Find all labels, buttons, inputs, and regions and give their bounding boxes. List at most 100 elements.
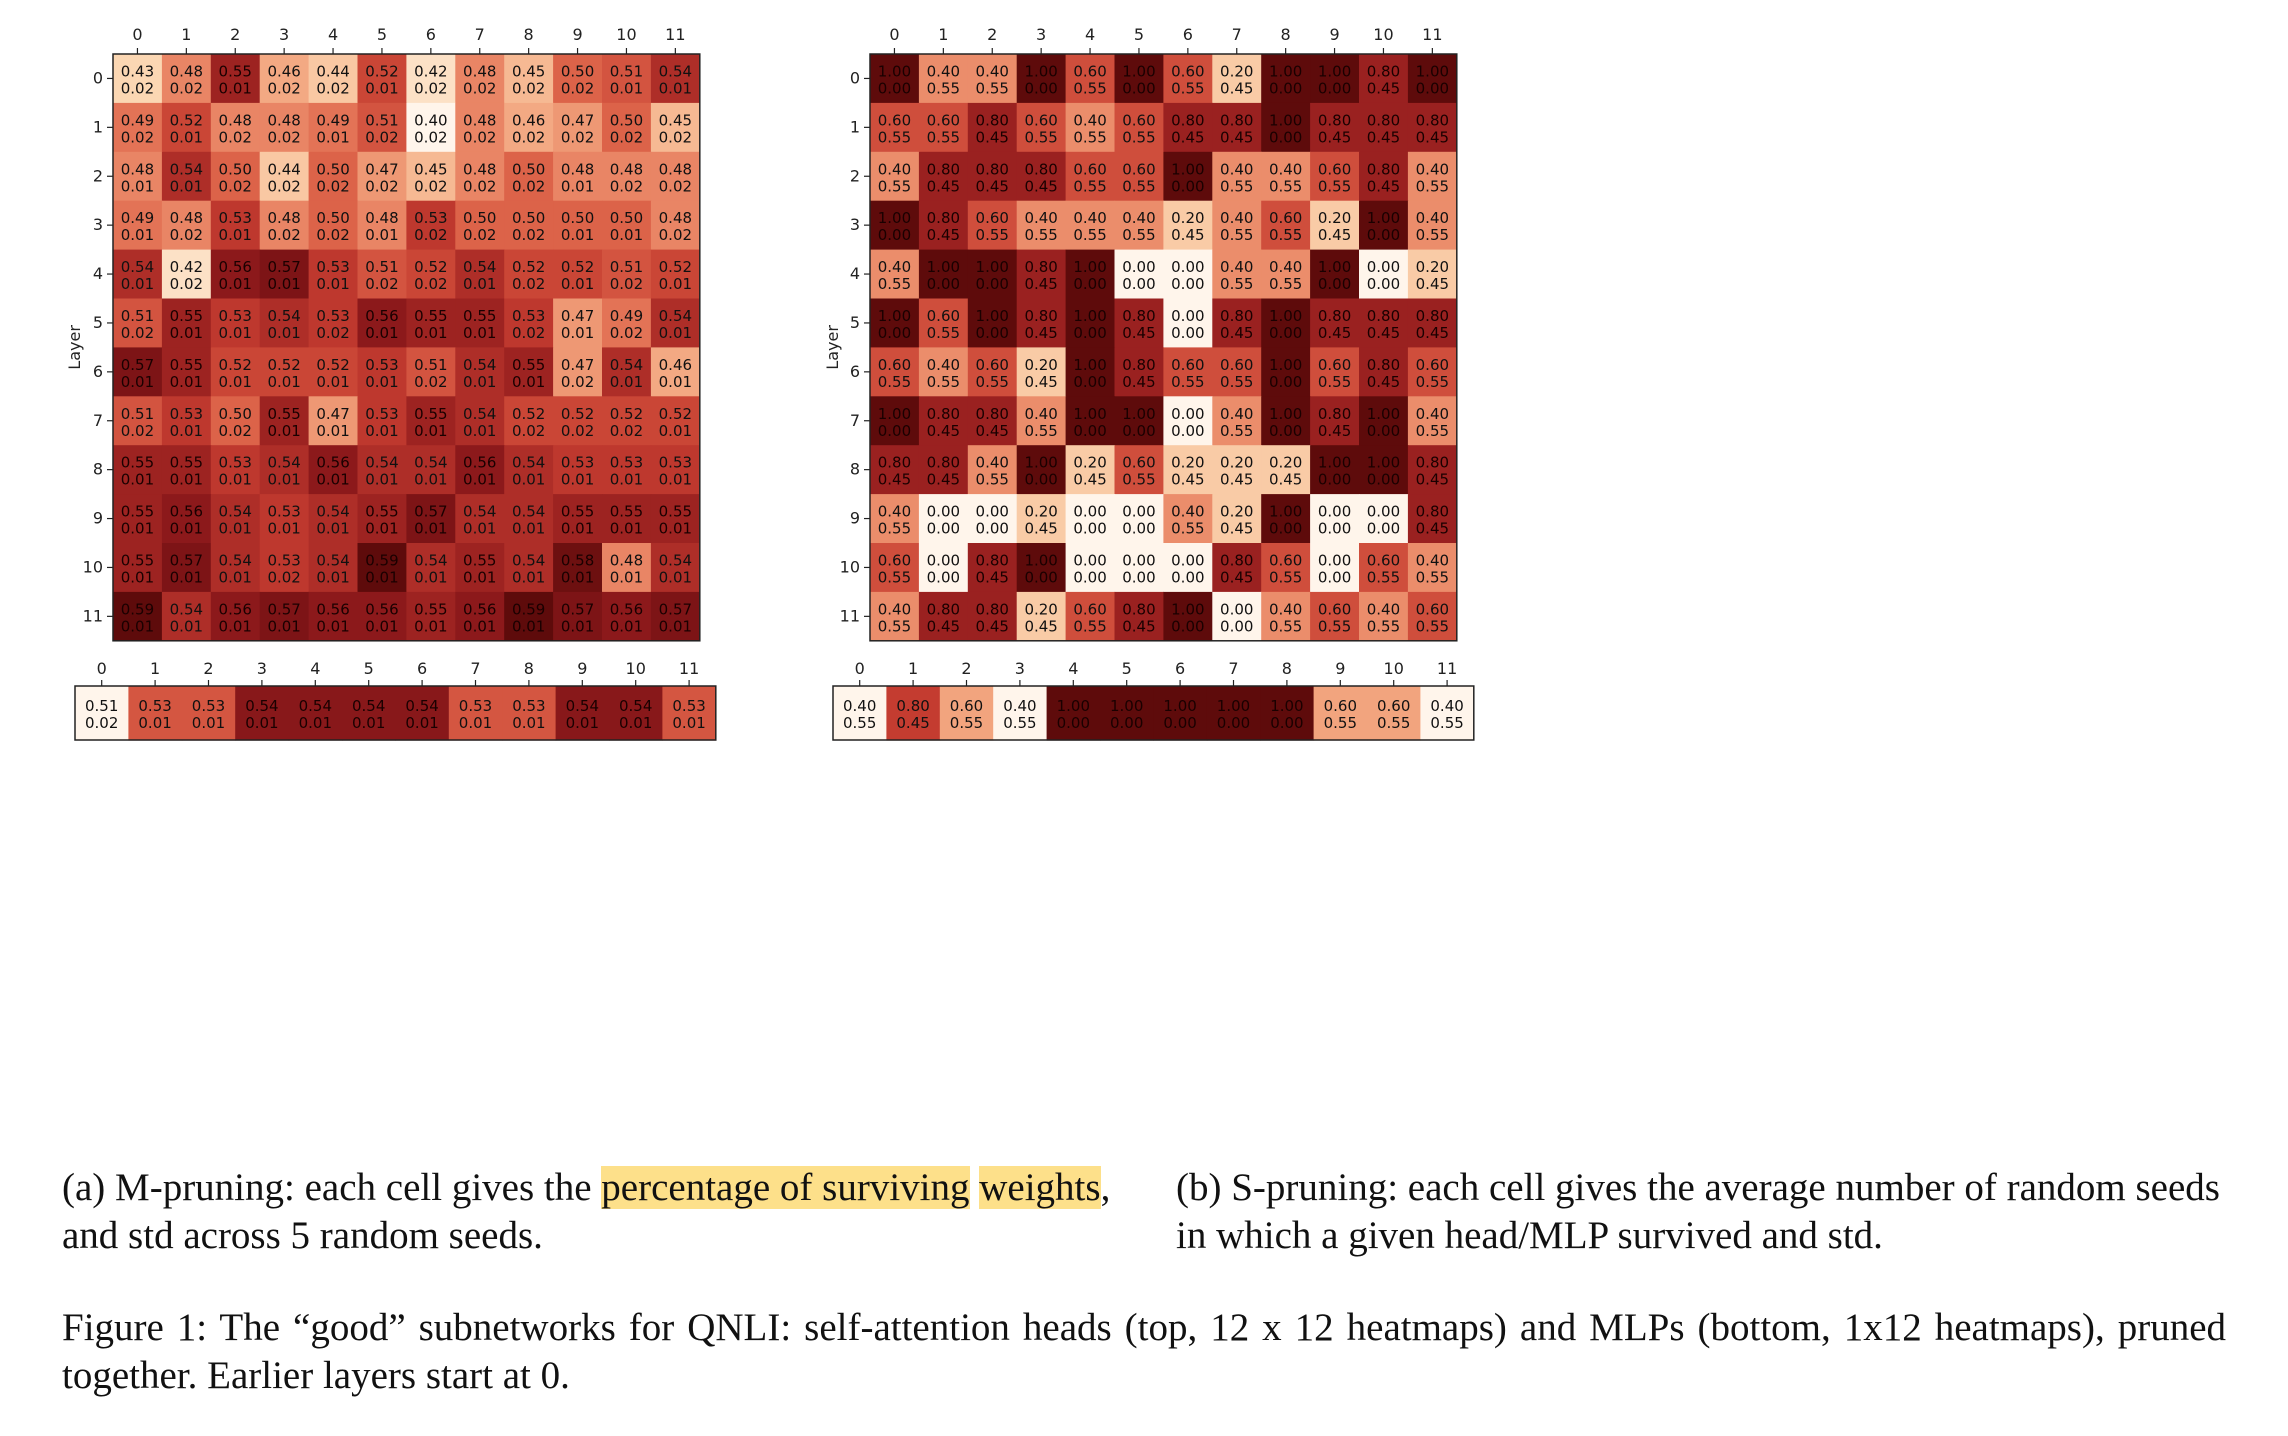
heatmap-cell — [113, 445, 163, 495]
cell-label: 0.40 0.55 — [1073, 111, 1106, 146]
cell-label: 0.52 0.01 — [659, 405, 692, 440]
cell-label: 0.46 0.02 — [267, 62, 300, 97]
x-tick-label: 11 — [1437, 659, 1457, 678]
heatmap-cell — [1212, 298, 1262, 348]
heatmap-cell — [1016, 396, 1067, 446]
cell-label: 0.20 0.45 — [1171, 209, 1204, 244]
x-tick-label: 6 — [426, 25, 436, 44]
cell-label: 0.48 0.01 — [365, 209, 398, 244]
cell-label: 0.40 0.55 — [1220, 405, 1253, 440]
cell-label: 0.00 0.00 — [927, 551, 960, 586]
cell-label: 0.50 0.02 — [219, 160, 252, 195]
x-tick-label: 0 — [97, 659, 107, 678]
heatmap-cell — [918, 494, 969, 544]
cell-label: 0.59 0.01 — [512, 600, 545, 635]
x-tick-label: 8 — [524, 25, 534, 44]
heatmap-cell — [1163, 591, 1213, 642]
cell-label: 0.49 0.02 — [610, 307, 643, 342]
y-tick-label: 11 — [840, 606, 860, 625]
cell-label: 0.52 0.02 — [414, 258, 447, 293]
cell-label: 0.80 0.45 — [1367, 356, 1400, 391]
cell-label: 0.80 0.45 — [1220, 551, 1253, 586]
cell-label: 0.45 0.02 — [512, 62, 545, 97]
heatmap-cell — [967, 54, 1018, 104]
heatmap-cell — [1310, 54, 1360, 104]
cell-label: 0.50 0.01 — [561, 209, 594, 244]
cell-label: 0.00 0.00 — [1318, 503, 1351, 538]
cell-label: 1.00 0.00 — [1269, 111, 1302, 146]
heatmap-cell — [308, 298, 359, 348]
cell-label: 1.00 0.00 — [1318, 258, 1351, 293]
cell-label: 0.40 0.55 — [1269, 258, 1302, 293]
heatmap-cell — [455, 249, 505, 300]
heatmap-cell — [259, 445, 310, 495]
heatmap-cell — [650, 54, 701, 104]
heatmap-cell — [210, 494, 261, 544]
heatmap-cell — [650, 396, 701, 446]
cell-label: 0.80 0.45 — [976, 111, 1009, 146]
x-tick-label: 3 — [257, 659, 267, 678]
cell-label: 0.40 0.55 — [1003, 697, 1036, 732]
heatmap-cell — [650, 347, 701, 397]
cell-label: 0.59 0.01 — [365, 551, 398, 586]
cell-label: 0.50 0.02 — [512, 209, 545, 244]
cell-label: 0.48 0.02 — [463, 111, 496, 146]
heatmap-cell — [553, 298, 603, 348]
heatmap-cell — [259, 102, 310, 153]
x-tick-label: 11 — [665, 25, 685, 44]
cell-label: 0.54 0.01 — [619, 697, 652, 732]
cell-label: 0.60 0.55 — [1171, 356, 1204, 391]
cell-label: 0.54 0.01 — [463, 356, 496, 391]
cell-label: 0.56 0.01 — [316, 454, 349, 489]
heatmap-cell — [259, 494, 310, 544]
heatmap-cell — [455, 347, 505, 397]
heatmap-cell — [210, 591, 261, 642]
cell-label: 0.60 0.55 — [1171, 62, 1204, 97]
heatmap-cell — [128, 686, 183, 741]
cell-label: 0.20 0.45 — [1073, 454, 1106, 489]
cell-label: 0.40 0.55 — [1024, 209, 1057, 244]
heatmap-cell — [1016, 102, 1067, 153]
heatmap-cell — [210, 347, 261, 397]
cell-label: 0.50 0.01 — [610, 209, 643, 244]
y-tick-label: 0 — [850, 68, 860, 87]
x-tick-label: 3 — [279, 25, 289, 44]
heatmap-cell — [602, 54, 652, 104]
y-tick-label: 1 — [93, 117, 103, 136]
cell-label: 0.80 0.45 — [1122, 600, 1155, 635]
cell-label: 0.40 0.55 — [878, 503, 911, 538]
cell-label: 0.52 0.02 — [610, 405, 643, 440]
heatmap-cell — [1114, 396, 1164, 446]
cell-label: 0.48 0.02 — [267, 209, 300, 244]
heatmap-cell — [1163, 494, 1213, 544]
heatmap-cell — [455, 494, 505, 544]
cell-label: 0.54 0.01 — [245, 697, 278, 732]
heatmap-cell — [870, 54, 920, 104]
heatmap-cell — [1065, 347, 1116, 397]
cell-label: 0.55 0.01 — [121, 454, 154, 489]
cell-label: 1.00 0.00 — [878, 209, 911, 244]
cell-label: 0.42 0.02 — [414, 62, 447, 97]
heatmap-cell — [357, 102, 407, 153]
heatmap-cell — [1163, 347, 1213, 397]
y-tick-label: 4 — [850, 264, 860, 283]
cell-label: 0.80 0.45 — [927, 405, 960, 440]
heatmap-cell — [161, 396, 212, 446]
cell-label: 0.49 0.01 — [316, 111, 349, 146]
cell-label: 0.80 0.45 — [927, 209, 960, 244]
heatmap-cell — [210, 543, 261, 593]
m-pruning-heads-heatmap: 0.43 0.02 0.48 0.02 0.55 0.01 0.46 0.02 0.44 0.02… — [65, 25, 701, 642]
cell-label: 0.40 0.55 — [878, 160, 911, 195]
cell-label: 0.40 0.55 — [843, 697, 876, 732]
cell-label: 0.40 0.55 — [1073, 209, 1106, 244]
cell-label: 0.60 0.55 — [1073, 62, 1106, 97]
heatmap-cell — [1212, 151, 1262, 202]
cell-label: 0.20 0.45 — [1220, 62, 1253, 97]
heatmap-cell — [1163, 200, 1213, 251]
heatmap-cell — [967, 396, 1018, 446]
heatmap-cell — [406, 54, 456, 104]
cell-label: 0.53 0.01 — [316, 258, 349, 293]
cell-label: 0.40 0.55 — [927, 62, 960, 97]
heatmap-cell — [1310, 249, 1360, 300]
heatmap-cell — [1163, 54, 1213, 104]
